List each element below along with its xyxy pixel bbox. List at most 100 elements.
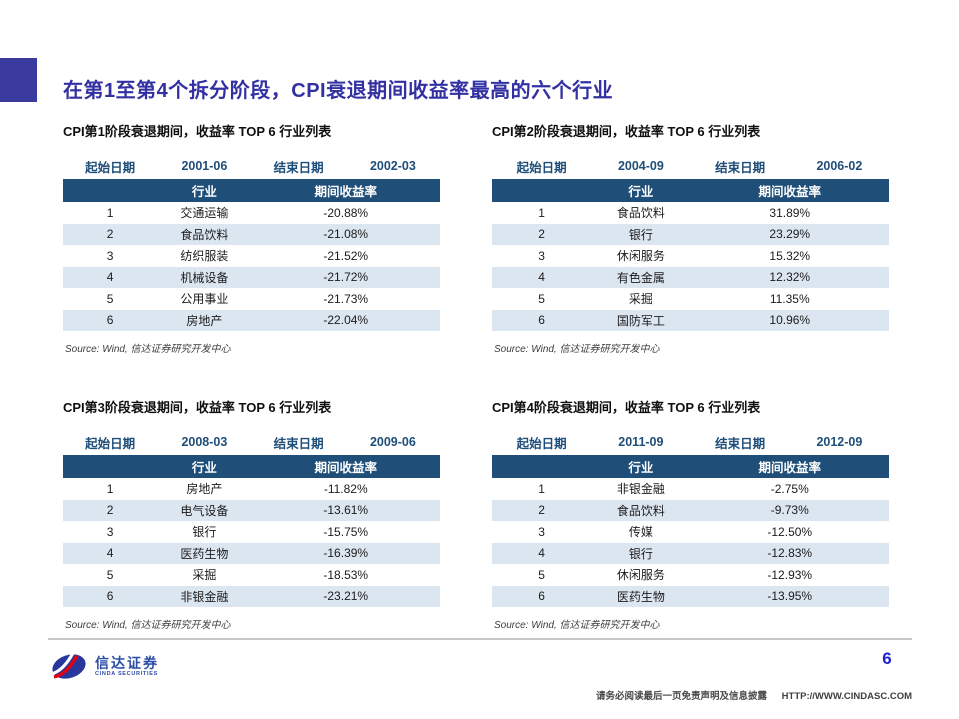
industry-column-header: 行业 — [628, 461, 654, 475]
rank-cell: 2 — [538, 227, 545, 242]
return-cell: 11.35% — [769, 291, 810, 306]
end-date-value: 2002-03 — [369, 159, 416, 173]
source-note: Source: Wind, 信达证券研究开发中心 — [65, 620, 231, 631]
company-url: HTTP://WWW.CINDASC.COM — [781, 691, 912, 702]
return-cell: -12.93% — [767, 567, 813, 582]
return-column-header: 期间收益率 — [758, 461, 821, 475]
industry-cell: 交通运输 — [180, 206, 229, 221]
industry-cell: 房地产 — [186, 313, 223, 328]
return-cell: -16.39% — [323, 546, 369, 561]
table-row: 3 银行 -15.75% — [63, 521, 440, 543]
table-row: 6 非银金融 -23.21% — [63, 585, 440, 607]
rank-cell: 2 — [106, 227, 114, 242]
table-row: 5 采掘 -18.53% — [63, 564, 440, 586]
table-row: 4 机械设备 -21.72% — [63, 266, 440, 288]
industry-cell: 医药生物 — [616, 589, 665, 604]
logo-name-cn: 信达证券 — [95, 654, 159, 671]
end-date-label: 结束日期 — [715, 160, 766, 175]
table-cpi-stage1: CPI第1阶段衰退期间，收益率 TOP 6 行业列表 起始日期 2001-06 … — [63, 121, 440, 355]
table-row: 3 纺织服装 -21.52% — [63, 245, 440, 267]
return-column-header: 期间收益率 — [758, 185, 821, 199]
table-row: 1 房地产 -11.82% — [63, 478, 440, 500]
industry-cell: 公用事业 — [180, 292, 229, 307]
rank-cell: 1 — [106, 481, 114, 496]
end-date-value: 2009-06 — [369, 435, 416, 449]
rank-cell: 5 — [106, 567, 114, 582]
column-header-row: 行业 期间收益率 — [63, 179, 440, 202]
industry-cell: 医药生物 — [180, 546, 229, 561]
page-title: 在第1至第4个拆分阶段，CPI衰退期间收益率最高的六个行业 — [63, 80, 614, 103]
start-date-value: 2008-03 — [181, 435, 228, 449]
industry-cell: 休闲服务 — [616, 249, 665, 264]
return-cell: -9.73% — [770, 503, 809, 518]
table-row: 2 电气设备 -13.61% — [63, 499, 440, 521]
column-header-row: 行业 期间收益率 — [63, 455, 440, 478]
start-date-value: 2004-09 — [617, 159, 664, 173]
table-row: 3 休闲服务 15.32% — [492, 245, 889, 267]
rank-cell: 6 — [538, 589, 545, 604]
return-column-header: 期间收益率 — [314, 185, 377, 199]
start-date-label: 起始日期 — [85, 160, 136, 175]
return-cell: -13.61% — [323, 503, 369, 518]
industry-cell: 休闲服务 — [616, 568, 665, 583]
rank-cell: 4 — [106, 270, 114, 285]
return-cell: -21.73% — [323, 291, 369, 306]
start-date-value: 2001-06 — [181, 159, 228, 173]
rank-cell: 5 — [538, 291, 545, 306]
return-cell: -12.83% — [767, 546, 813, 561]
end-date-label: 结束日期 — [273, 436, 324, 451]
industry-cell: 国防军工 — [616, 313, 665, 328]
table-row: 2 食品饮料 -9.73% — [492, 499, 889, 521]
source-note: Source: Wind, 信达证券研究开发中心 — [494, 344, 660, 355]
industry-column-header: 行业 — [628, 185, 654, 199]
return-cell: 23.29% — [769, 227, 811, 242]
industry-column-header: 行业 — [191, 461, 217, 475]
footer-divider — [48, 638, 912, 640]
return-cell: -12.50% — [767, 524, 813, 539]
industry-column-header: 行业 — [191, 185, 217, 199]
column-header-row: 行业 期间收益率 — [492, 455, 889, 478]
date-row: 起始日期 2008-03 结束日期 2009-06 — [63, 429, 440, 455]
table-row: 6 医药生物 -13.95% — [492, 585, 889, 607]
table-row: 2 银行 23.29% — [492, 223, 889, 245]
return-cell: -21.08% — [323, 227, 369, 242]
rank-cell: 3 — [106, 524, 114, 539]
start-date-label: 起始日期 — [516, 160, 567, 175]
table-row: 4 医药生物 -16.39% — [63, 542, 440, 564]
rank-cell: 6 — [106, 313, 114, 328]
logo-text: 信达证券 CINDA SECURITIES — [95, 654, 159, 677]
return-cell: -18.53% — [323, 567, 369, 582]
industry-cell: 银行 — [192, 525, 217, 540]
table-title: CPI第2阶段衰退期间，收益率 TOP 6 行业列表 — [492, 124, 761, 139]
rank-cell: 1 — [538, 481, 545, 496]
rank-cell: 4 — [538, 270, 545, 285]
table-row: 4 银行 -12.83% — [492, 542, 889, 564]
table-row: 5 休闲服务 -12.93% — [492, 564, 889, 586]
table-row: 4 有色金属 12.32% — [492, 266, 889, 288]
industry-cell: 食品饮料 — [616, 206, 665, 221]
table-row: 1 非银金融 -2.75% — [492, 478, 889, 500]
rank-cell: 5 — [538, 567, 545, 582]
disclaimer-text: 请务必阅读最后一页免责声明及信息披露 — [596, 691, 768, 702]
return-cell: -22.04% — [323, 313, 369, 328]
column-header-row: 行业 期间收益率 — [492, 179, 889, 202]
table-row: 5 公用事业 -21.73% — [63, 288, 440, 310]
return-cell: -23.21% — [323, 589, 369, 604]
industry-cell: 纺织服装 — [180, 249, 229, 264]
page-number: 6 — [882, 649, 892, 668]
rank-cell: 4 — [538, 546, 545, 561]
return-cell: -20.88% — [323, 205, 369, 220]
rank-cell: 6 — [106, 589, 114, 604]
table-row: 1 交通运输 -20.88% — [63, 202, 440, 224]
table-row: 6 房地产 -22.04% — [63, 309, 440, 331]
title-accent-square — [0, 58, 37, 102]
industry-cell: 机械设备 — [180, 270, 229, 285]
return-cell: 12.32% — [769, 270, 811, 285]
start-date-label: 起始日期 — [85, 436, 136, 451]
return-cell: -21.52% — [323, 248, 369, 263]
rank-cell: 3 — [106, 248, 114, 263]
industry-cell: 食品饮料 — [616, 503, 665, 518]
return-cell: 15.32% — [769, 248, 811, 263]
rank-cell: 1 — [106, 205, 114, 220]
table-cpi-stage4: CPI第4阶段衰退期间，收益率 TOP 6 行业列表 起始日期 2011-09 … — [492, 397, 889, 631]
